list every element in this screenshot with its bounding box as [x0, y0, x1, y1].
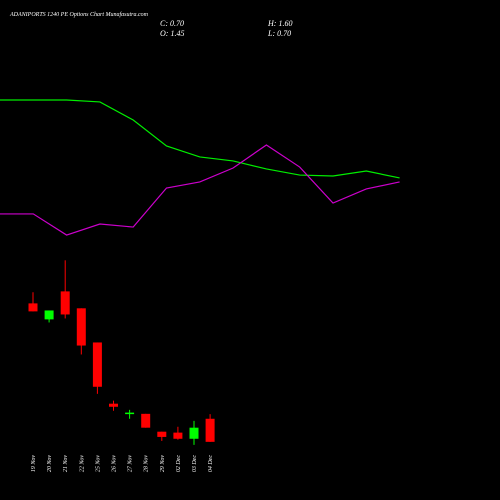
- ohlc-info: L: 0.70: [267, 29, 291, 38]
- candle-body: [28, 303, 38, 312]
- candle-body: [60, 291, 70, 315]
- candle-body: [76, 308, 86, 346]
- ohlc-info: C: 0.70: [160, 19, 184, 28]
- indicator-line: [0, 99, 400, 179]
- candle-body: [157, 431, 167, 437]
- candle-body: [109, 403, 118, 407]
- x-tick-label: 22 Nov: [79, 455, 85, 473]
- x-tick-label: 19 Nov: [31, 455, 37, 473]
- x-tick-label: 20 Nov: [47, 455, 53, 473]
- candle-body: [141, 413, 151, 428]
- ohlc-info: O: 1.45: [160, 29, 184, 38]
- x-tick-label: 02 Dec: [176, 455, 182, 472]
- x-tick-label: 25 Nov: [95, 455, 101, 473]
- candle-body: [205, 418, 215, 442]
- x-tick-label: 27 Nov: [128, 455, 134, 473]
- candle-body: [173, 432, 183, 439]
- x-tick-label: 21 Nov: [63, 455, 69, 473]
- candle-body: [189, 427, 199, 439]
- x-tick-label: 28 Nov: [144, 455, 150, 473]
- x-tick-label: 03 Dec: [192, 455, 198, 472]
- candle-body: [92, 342, 102, 387]
- candle-body: [125, 412, 135, 415]
- x-tick-label: 04 Dec: [207, 455, 214, 472]
- x-tick-label: 26 Nov: [112, 455, 118, 473]
- x-tick-label: 29 Nov: [160, 455, 166, 473]
- chart-title: ADANIPORTS 1240 PE Options Chart Munafas…: [9, 11, 149, 18]
- indicator-line: [0, 144, 400, 236]
- ohlc-info: H: 1.60: [267, 19, 292, 28]
- candle-body: [44, 310, 54, 320]
